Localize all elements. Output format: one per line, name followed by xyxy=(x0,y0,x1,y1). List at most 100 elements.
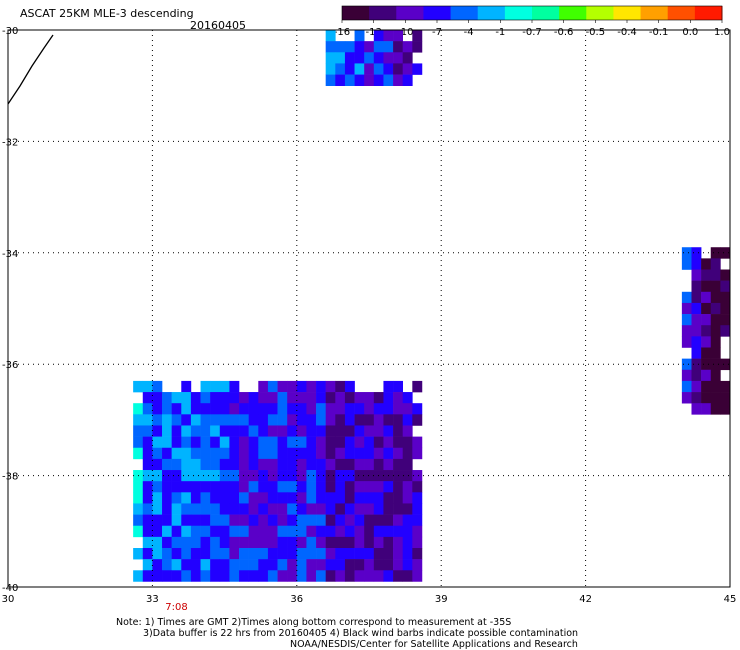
swath-cell xyxy=(354,492,365,504)
swath-cell xyxy=(383,30,394,42)
swath-cell xyxy=(239,392,249,404)
swath-cell xyxy=(210,525,221,538)
y-tick-labels: -30 -32 -34 -36 -38 -40 xyxy=(2,26,18,594)
swath-cell xyxy=(267,470,278,482)
swath-cell xyxy=(258,403,269,415)
swath-cell xyxy=(152,436,163,449)
swath-cell xyxy=(190,492,201,504)
swath-cell xyxy=(152,536,163,549)
swath-cell xyxy=(325,458,336,471)
swath-cell xyxy=(402,414,413,426)
swath-cell xyxy=(296,447,307,460)
swath-cell xyxy=(383,458,394,471)
swath-cell xyxy=(210,503,221,515)
swath-cell xyxy=(210,403,221,415)
swath-cell xyxy=(335,52,346,64)
swath-cell xyxy=(210,548,221,560)
swath-cell xyxy=(142,392,153,404)
swath-cell xyxy=(229,414,240,426)
swath-cell xyxy=(287,492,298,504)
swath-cell xyxy=(325,414,336,426)
swath-cell xyxy=(412,525,423,538)
swath-cell xyxy=(364,74,375,86)
swath-cell xyxy=(364,559,375,571)
swath-cell xyxy=(335,514,346,527)
swath-cell xyxy=(335,380,346,393)
swath-cell xyxy=(287,481,298,493)
swath-cell xyxy=(364,403,375,415)
colorbar-label: 1.0 xyxy=(714,27,730,38)
swath-cell xyxy=(171,548,182,560)
swath-cell xyxy=(267,492,278,504)
swath-cell xyxy=(402,436,413,449)
swath-cell xyxy=(190,403,201,415)
swath-cell xyxy=(412,403,423,415)
swath-cell xyxy=(354,470,365,482)
swath-cell xyxy=(325,425,336,437)
swath-cell xyxy=(190,570,201,582)
swath-cell xyxy=(316,414,326,426)
swath-cell xyxy=(691,269,702,281)
swath-cell xyxy=(258,425,269,437)
swath-cell xyxy=(720,403,731,415)
swath-cell xyxy=(316,436,326,449)
swath-cell xyxy=(248,570,259,582)
swath-cell xyxy=(691,369,702,382)
swath-cell xyxy=(200,525,211,538)
swath-cell xyxy=(239,525,249,538)
swath-cell xyxy=(393,380,403,393)
swath-cell xyxy=(344,52,355,64)
swath-cell xyxy=(691,336,702,348)
swath-cell xyxy=(364,425,375,437)
swath-cell xyxy=(325,41,336,53)
y-tick-label: -32 xyxy=(2,137,18,148)
swath-cell xyxy=(720,358,731,371)
swath-cell xyxy=(200,514,211,527)
swath-cell xyxy=(219,570,230,582)
swath-cell xyxy=(171,447,182,460)
swath-cell xyxy=(316,503,326,515)
swath-cell xyxy=(277,536,288,549)
swath-cell xyxy=(364,470,375,482)
swath-cell xyxy=(229,548,240,560)
swath-cell xyxy=(402,458,413,471)
swath-cell xyxy=(171,570,182,582)
swath-cell xyxy=(142,525,153,538)
swath-cell xyxy=(239,536,249,549)
swath-cell xyxy=(200,403,211,415)
swath-cell xyxy=(354,74,365,86)
swath-cell xyxy=(248,559,259,571)
swath-cell xyxy=(364,503,375,515)
swath-cell xyxy=(219,458,230,471)
swath-cell xyxy=(354,536,365,549)
swath-cell xyxy=(277,481,288,493)
swath-cell xyxy=(239,481,249,493)
swath-cell xyxy=(373,514,384,527)
swath-cell xyxy=(219,492,230,504)
swath-cell xyxy=(287,403,298,415)
swath-cell xyxy=(277,570,288,582)
swath-cell xyxy=(402,403,413,415)
swath-cell xyxy=(229,392,240,404)
swath-cell xyxy=(383,63,394,75)
swath-cell xyxy=(133,447,144,460)
swath-cell xyxy=(287,503,298,515)
swath-cell xyxy=(277,403,288,415)
swath-cell xyxy=(181,458,192,471)
swath-cell xyxy=(701,269,712,281)
swath-cell xyxy=(171,492,182,504)
swath-cell xyxy=(393,414,403,426)
swath-cell xyxy=(248,525,259,538)
x-tick-label: 45 xyxy=(724,594,737,605)
swath-cell xyxy=(691,258,702,270)
swath-cell xyxy=(287,570,298,582)
swath-cell xyxy=(344,481,355,493)
swath-cell xyxy=(691,358,702,371)
swath-cell xyxy=(344,403,355,415)
colorbar-swatch xyxy=(342,6,370,20)
swath-cell xyxy=(720,269,731,281)
swath-cell xyxy=(681,380,692,393)
swath-cell xyxy=(181,492,192,504)
swath-cell xyxy=(344,548,355,560)
swath-cell xyxy=(701,358,712,371)
